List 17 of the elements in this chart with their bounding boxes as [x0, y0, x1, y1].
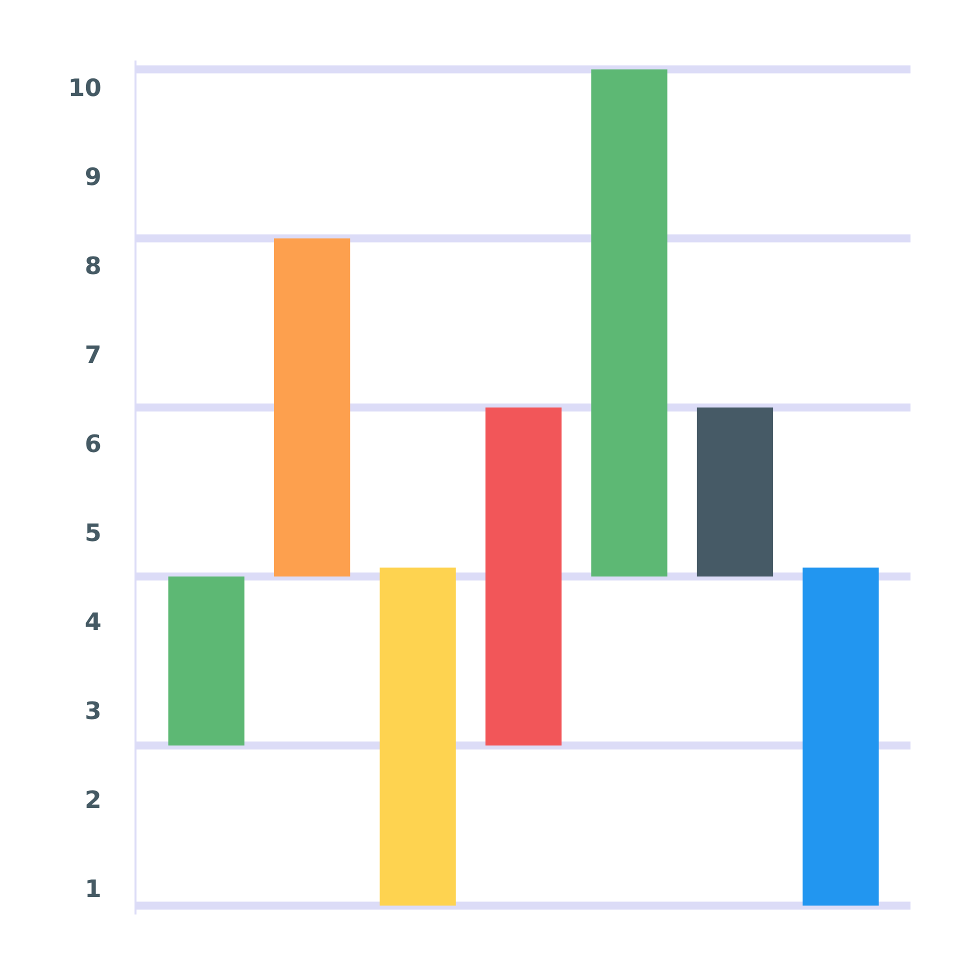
y-tick-label: 1 [84, 874, 102, 903]
bar [380, 568, 456, 906]
bar [696, 407, 774, 576]
bar [591, 69, 668, 576]
y-tick-label: 5 [84, 518, 102, 547]
y-tick-label: 7 [84, 341, 102, 370]
y-tick-label: 2 [84, 786, 102, 814]
y-tick-label: 3 [84, 696, 102, 725]
bar [168, 576, 244, 746]
bar [485, 407, 562, 746]
bar [802, 568, 879, 906]
y-tick-label: 6 [84, 430, 102, 458]
y-tick-label: 4 [84, 608, 102, 636]
y-tick-label: 8 [84, 252, 102, 280]
bar [274, 238, 350, 576]
y-tick-label: 9 [84, 163, 102, 192]
y-tick-label: 10 [68, 74, 102, 102]
